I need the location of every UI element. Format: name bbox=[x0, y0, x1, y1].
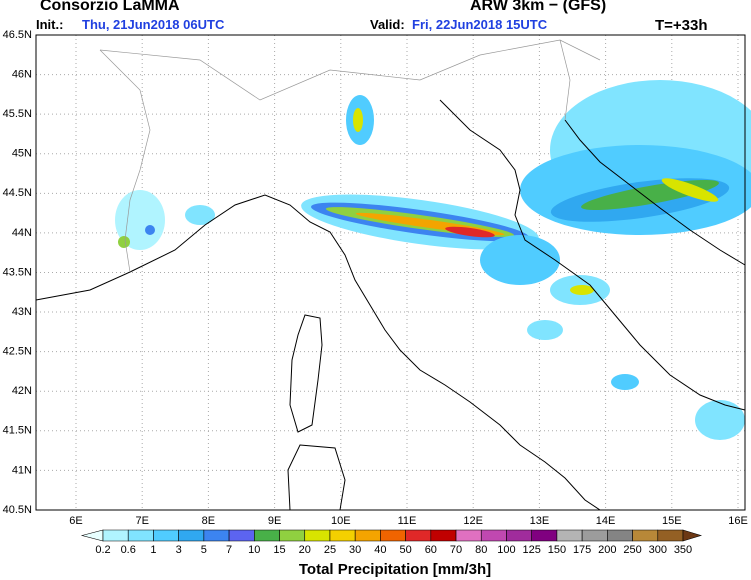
colorbar-swatch bbox=[430, 529, 457, 542]
colorbar-swatch bbox=[380, 529, 406, 542]
colorbar-swatch bbox=[178, 529, 205, 542]
model: ARW 3km − (GFS) bbox=[470, 0, 607, 14]
lat-label: 41N bbox=[12, 464, 32, 476]
lat-label: 43N bbox=[12, 306, 32, 318]
colorbar-label: 80 bbox=[475, 544, 487, 556]
colorbar-swatch bbox=[632, 529, 659, 542]
lon-label: 6E bbox=[69, 515, 82, 527]
lon-label: 15E bbox=[662, 515, 682, 527]
colorbar-label: 0.6 bbox=[121, 544, 136, 556]
forecast: T=+33h bbox=[655, 17, 708, 34]
colorbar-swatch bbox=[80, 529, 104, 542]
colorbar-swatch bbox=[228, 529, 255, 542]
colorbar-swatch bbox=[455, 529, 482, 542]
lat-label: 45N bbox=[12, 148, 32, 160]
colorbar-swatch bbox=[354, 529, 381, 542]
ticks: 46.5N 46N 45.5N 45N 44.5N 44N 43.5N 43N 42.5N 42N… bbox=[3, 29, 748, 527]
colorbar-swatch bbox=[480, 529, 507, 542]
colorbar-label: 40 bbox=[374, 544, 386, 556]
colorbar-label: 175 bbox=[573, 544, 591, 556]
colorbar-swatch bbox=[657, 529, 684, 542]
colorbar-swatch bbox=[581, 529, 608, 542]
lat-label: 45.5N bbox=[3, 108, 32, 120]
lat-label: 41.5N bbox=[3, 425, 32, 437]
borders bbox=[99, 39, 601, 273]
lon-label: 13E bbox=[530, 515, 550, 527]
header: Consorzio LaMMA ARW 3km − (GFS) Init.: T… bbox=[0, 0, 751, 36]
colorbar-label: 200 bbox=[598, 544, 616, 556]
colorbar-title: Total Precipitation [mm/3h] bbox=[299, 561, 491, 578]
colorbar-swatch bbox=[102, 529, 129, 542]
lat-label: 44.5N bbox=[3, 187, 32, 199]
lat-label: 40.5N bbox=[3, 504, 32, 516]
colorbar-label: 3 bbox=[176, 544, 182, 556]
colorbar-label: 350 bbox=[674, 544, 692, 556]
lat-label: 44N bbox=[12, 227, 32, 239]
colorbar-swatch bbox=[405, 529, 432, 542]
colorbar-label: 30 bbox=[349, 544, 361, 556]
colorbar-label: 60 bbox=[425, 544, 437, 556]
colorbar-label: 300 bbox=[649, 544, 667, 556]
colorbar-swatch bbox=[203, 529, 230, 542]
lon-label: 10E bbox=[331, 515, 351, 527]
precipitation bbox=[115, 80, 751, 440]
colorbar-swatch bbox=[682, 529, 703, 542]
lon-label: 7E bbox=[135, 515, 148, 527]
lon-label: 14E bbox=[596, 515, 616, 527]
colorbar-swatch bbox=[254, 529, 280, 542]
lon-label: 8E bbox=[202, 515, 215, 527]
colorbar-label: 150 bbox=[548, 544, 566, 556]
lat-label: 46.5N bbox=[3, 29, 32, 41]
colorbar-label: 70 bbox=[450, 544, 462, 556]
colorbar-swatch bbox=[506, 529, 532, 542]
lon-label: 11E bbox=[398, 515, 417, 527]
valid-label: Valid: bbox=[370, 17, 405, 32]
lat-label: 42.5N bbox=[3, 346, 32, 358]
colorbar-label: 250 bbox=[623, 544, 641, 556]
lon-label: 16E bbox=[728, 515, 748, 527]
init-label: Init.: bbox=[36, 17, 64, 32]
colorbar-label: 25 bbox=[324, 544, 336, 556]
valid: Fri, 22Jun2018 15UTC bbox=[412, 17, 548, 32]
lat-label: 42N bbox=[12, 385, 32, 397]
colorbar-label: 10 bbox=[248, 544, 260, 556]
org: Consorzio LaMMA bbox=[40, 0, 180, 14]
colorbar-label: 7 bbox=[226, 544, 232, 556]
colorbar-swatch bbox=[127, 529, 154, 542]
lat-label: 46N bbox=[12, 68, 32, 80]
lon-label: 12E bbox=[463, 515, 483, 527]
colorbar-swatch bbox=[153, 529, 179, 542]
colorbar-swatch bbox=[607, 529, 633, 542]
colorbar-label: 15 bbox=[273, 544, 285, 556]
colorbar-label: 50 bbox=[399, 544, 411, 556]
colorbar-label: 0.2 bbox=[95, 544, 110, 556]
map-frame bbox=[35, 34, 746, 511]
colorbar-swatch bbox=[304, 529, 331, 542]
colorbar-swatch bbox=[329, 529, 356, 542]
colorbar-label: 1 bbox=[150, 544, 156, 556]
colorbar-label: 20 bbox=[299, 544, 311, 556]
colorbar-swatch bbox=[531, 529, 558, 542]
colorbar-swatch bbox=[556, 529, 583, 542]
colorbar-label: 125 bbox=[523, 544, 541, 556]
colorbar-label: 5 bbox=[201, 544, 207, 556]
lat-label: 43.5N bbox=[3, 266, 32, 278]
colorbar-label: 100 bbox=[497, 544, 515, 556]
lon-label: 9E bbox=[268, 515, 281, 527]
init: Thu, 21Jun2018 06UTC bbox=[82, 17, 225, 32]
colorbar: 0.2 0.6 1 3 5 7 10 15 20 25 30 40 50 60 70 80 100 125 150 1… bbox=[80, 529, 703, 556]
colorbar-swatch bbox=[279, 529, 306, 542]
